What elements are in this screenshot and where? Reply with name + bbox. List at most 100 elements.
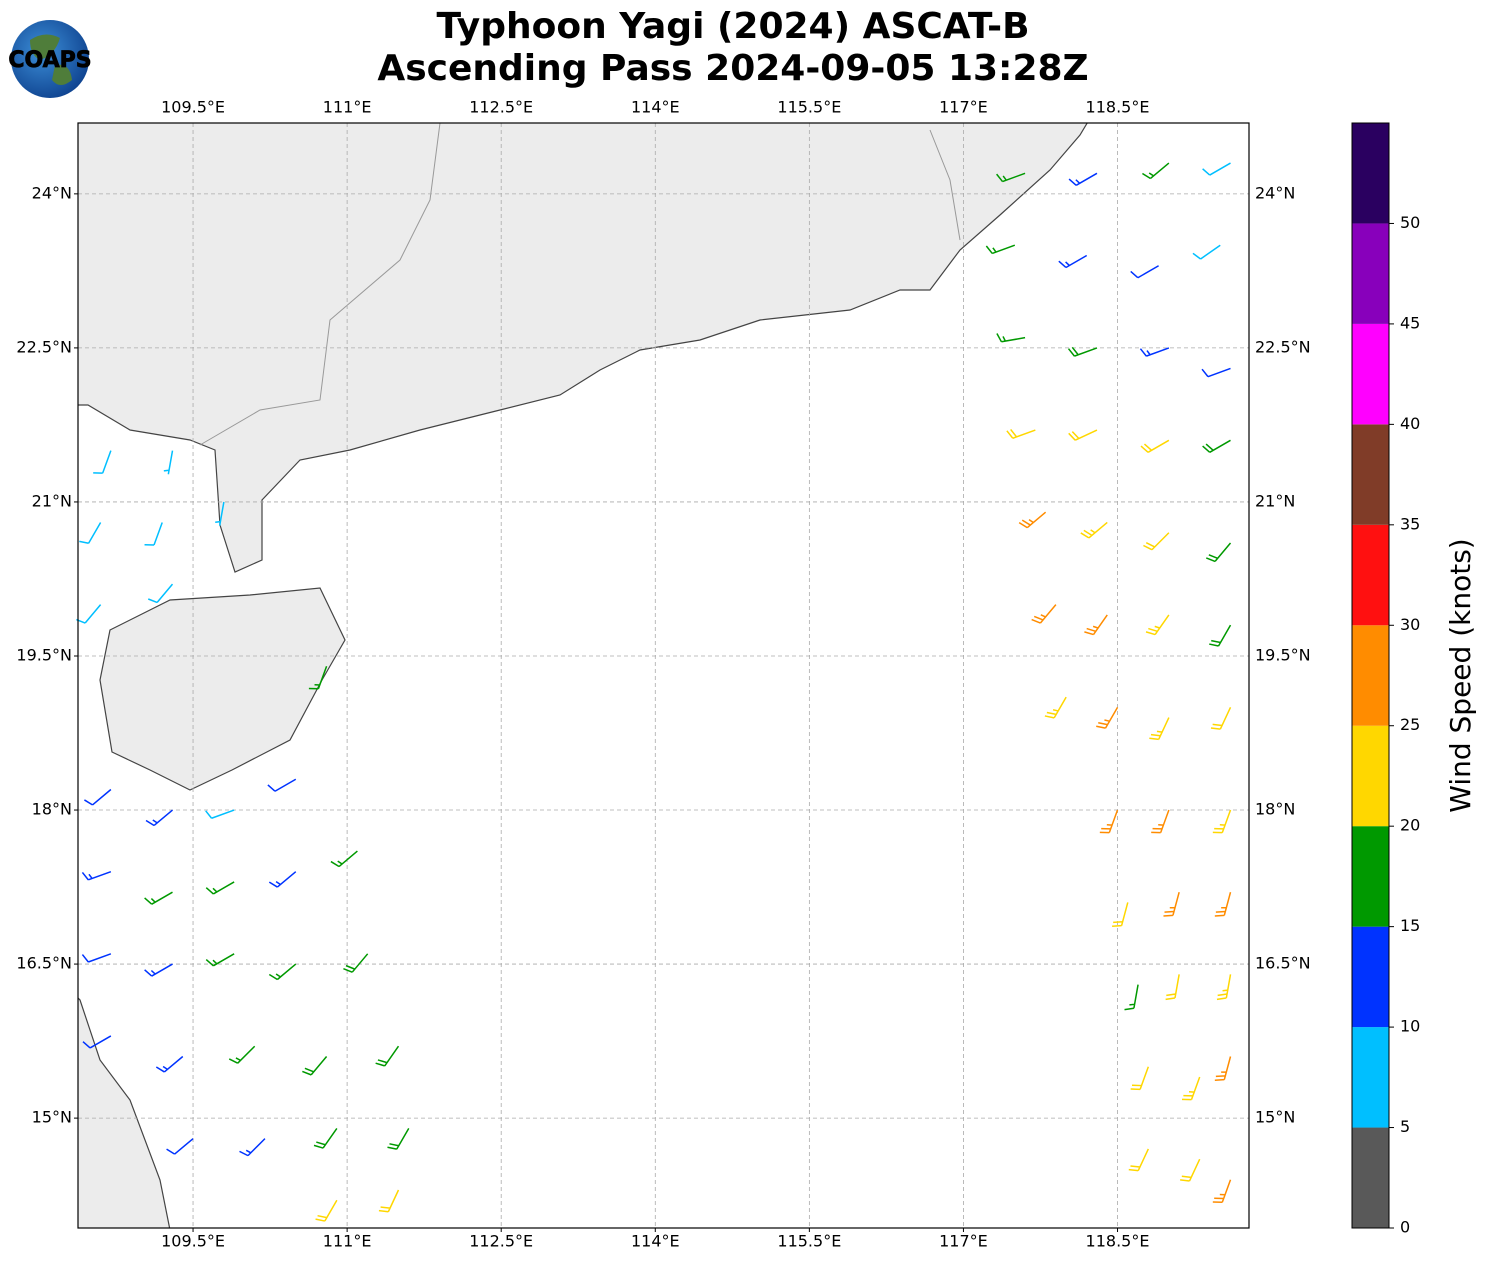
y-tick-label: 24°N	[32, 183, 72, 202]
wind-barb	[1201, 367, 1231, 378]
wind-barb	[1165, 974, 1180, 1001]
wind-barb	[79, 522, 102, 545]
wind-barb	[387, 1128, 410, 1150]
y-tick-label-right: 15°N	[1255, 1108, 1295, 1127]
colorbar-tick-label: 45	[1400, 313, 1420, 332]
wind-barb	[378, 1189, 400, 1213]
wind-barb	[205, 953, 235, 967]
wind-barb	[1128, 1148, 1150, 1172]
wind-barb	[1210, 707, 1232, 730]
colorbar-tick-label: 30	[1400, 615, 1420, 634]
wind-barb	[93, 450, 112, 474]
wind-barb	[996, 333, 1026, 343]
y-tick-label-right: 19.5°N	[1255, 645, 1311, 664]
wind-barb	[308, 666, 328, 690]
x-tick-label-top: 112.5°E	[469, 98, 533, 117]
x-tick-label-top: 115.5°E	[777, 98, 841, 117]
colorbar-segment	[1352, 1127, 1389, 1228]
y-tick-label: 22.5°N	[16, 337, 72, 356]
wind-barb	[1068, 172, 1098, 186]
wind-barb	[1130, 1066, 1150, 1091]
x-tick-label: 114°E	[631, 1232, 680, 1251]
wind-barb	[84, 788, 112, 806]
wind-barb	[1044, 696, 1067, 719]
colorbar-segment	[1352, 926, 1389, 1028]
y-tick-label: 21°N	[32, 491, 72, 510]
logo: COAPS	[8, 20, 92, 98]
wind-barb	[1018, 511, 1047, 529]
wind-barb	[1006, 429, 1036, 439]
wind-barb	[1180, 1158, 1201, 1182]
x-tick-label: 111°E	[323, 1232, 372, 1251]
border	[199, 123, 961, 446]
wind-barb	[147, 583, 174, 604]
y-tick-label: 15°N	[32, 1108, 72, 1127]
chart-subtitle: Ascending Pass 2024-09-05 13:28Z	[377, 48, 1088, 89]
wind-barb	[330, 850, 358, 868]
colorbar-label: Wind Speed (knots)	[1444, 538, 1477, 812]
mainland	[78, 123, 1088, 573]
wind-barb	[1212, 1179, 1232, 1204]
wind-barb	[1142, 162, 1170, 180]
colorbar-tick-label: 35	[1400, 514, 1420, 533]
wind-barb	[1140, 439, 1170, 453]
colorbar-segment	[1352, 826, 1389, 927]
wind-barb	[1192, 244, 1221, 260]
wind-barb	[343, 953, 369, 973]
wind-barb	[1130, 265, 1159, 279]
colorbar-tick-label: 20	[1400, 816, 1420, 835]
colorbar-segment	[1352, 625, 1389, 726]
colorbar-tick-label: 40	[1400, 414, 1420, 433]
y-tick-label-right: 24°N	[1255, 183, 1295, 202]
colorbar-tick-label: 25	[1400, 715, 1420, 734]
wind-barb	[302, 1056, 328, 1076]
wind-barb	[1068, 429, 1098, 441]
colorbar-segment	[1352, 725, 1389, 827]
wind-barb	[166, 1138, 194, 1155]
wind-barb	[1202, 439, 1231, 453]
x-tick-label: 115.5°E	[777, 1232, 841, 1251]
colorbar-segment	[1352, 323, 1389, 425]
wind-barb	[215, 501, 225, 526]
wind-barb	[1124, 984, 1139, 1011]
wind-barb	[1181, 1076, 1201, 1101]
x-tick-label: 117°E	[939, 1232, 988, 1251]
wind-barb	[1149, 717, 1170, 741]
wind-barb	[1163, 891, 1180, 917]
wind-barb	[315, 1199, 338, 1222]
colorbar-segment	[1352, 223, 1389, 324]
logo-text: COAPS	[8, 48, 91, 73]
wind-barb	[375, 1045, 400, 1067]
y-tick-label: 16.5°N	[16, 954, 72, 973]
x-tick-label-top: 114°E	[631, 98, 680, 117]
colorbar-tick-label: 0	[1400, 1218, 1410, 1237]
colorbar-frame	[1351, 122, 1390, 1229]
basemap	[78, 123, 1088, 1228]
x-tick-label-top: 111°E	[323, 98, 372, 117]
vietnam-coast	[78, 997, 171, 1228]
x-tick-label-top: 118.5°E	[1086, 98, 1150, 117]
logo-land	[30, 34, 72, 85]
colorbar-tick-label: 50	[1400, 213, 1420, 232]
colorbar-segment	[1352, 123, 1389, 224]
wind-barb	[81, 953, 112, 963]
wind-barb	[1143, 532, 1170, 551]
wind-barb	[205, 881, 235, 895]
wind-barb	[268, 963, 297, 981]
wind-barb	[144, 891, 173, 905]
colorbar-tick-label: 15	[1400, 916, 1420, 935]
y-tick-label-right: 18°N	[1255, 800, 1295, 819]
wind-barb	[228, 1045, 256, 1064]
wind-barb	[1139, 347, 1170, 357]
y-tick-label-right: 21°N	[1255, 491, 1295, 510]
x-tick-label-top: 117°E	[939, 98, 988, 117]
wind-barb	[1214, 1056, 1232, 1081]
y-tick-label-right: 16.5°N	[1255, 954, 1311, 973]
wind-barb	[144, 522, 163, 546]
colorbar-tick-label: 5	[1400, 1117, 1410, 1136]
wind-barb	[996, 172, 1026, 183]
wind-barb	[1214, 891, 1232, 917]
chart-title: Typhoon Yagi (2024) ASCAT-B	[436, 6, 1029, 47]
wind-barb	[1099, 809, 1119, 834]
